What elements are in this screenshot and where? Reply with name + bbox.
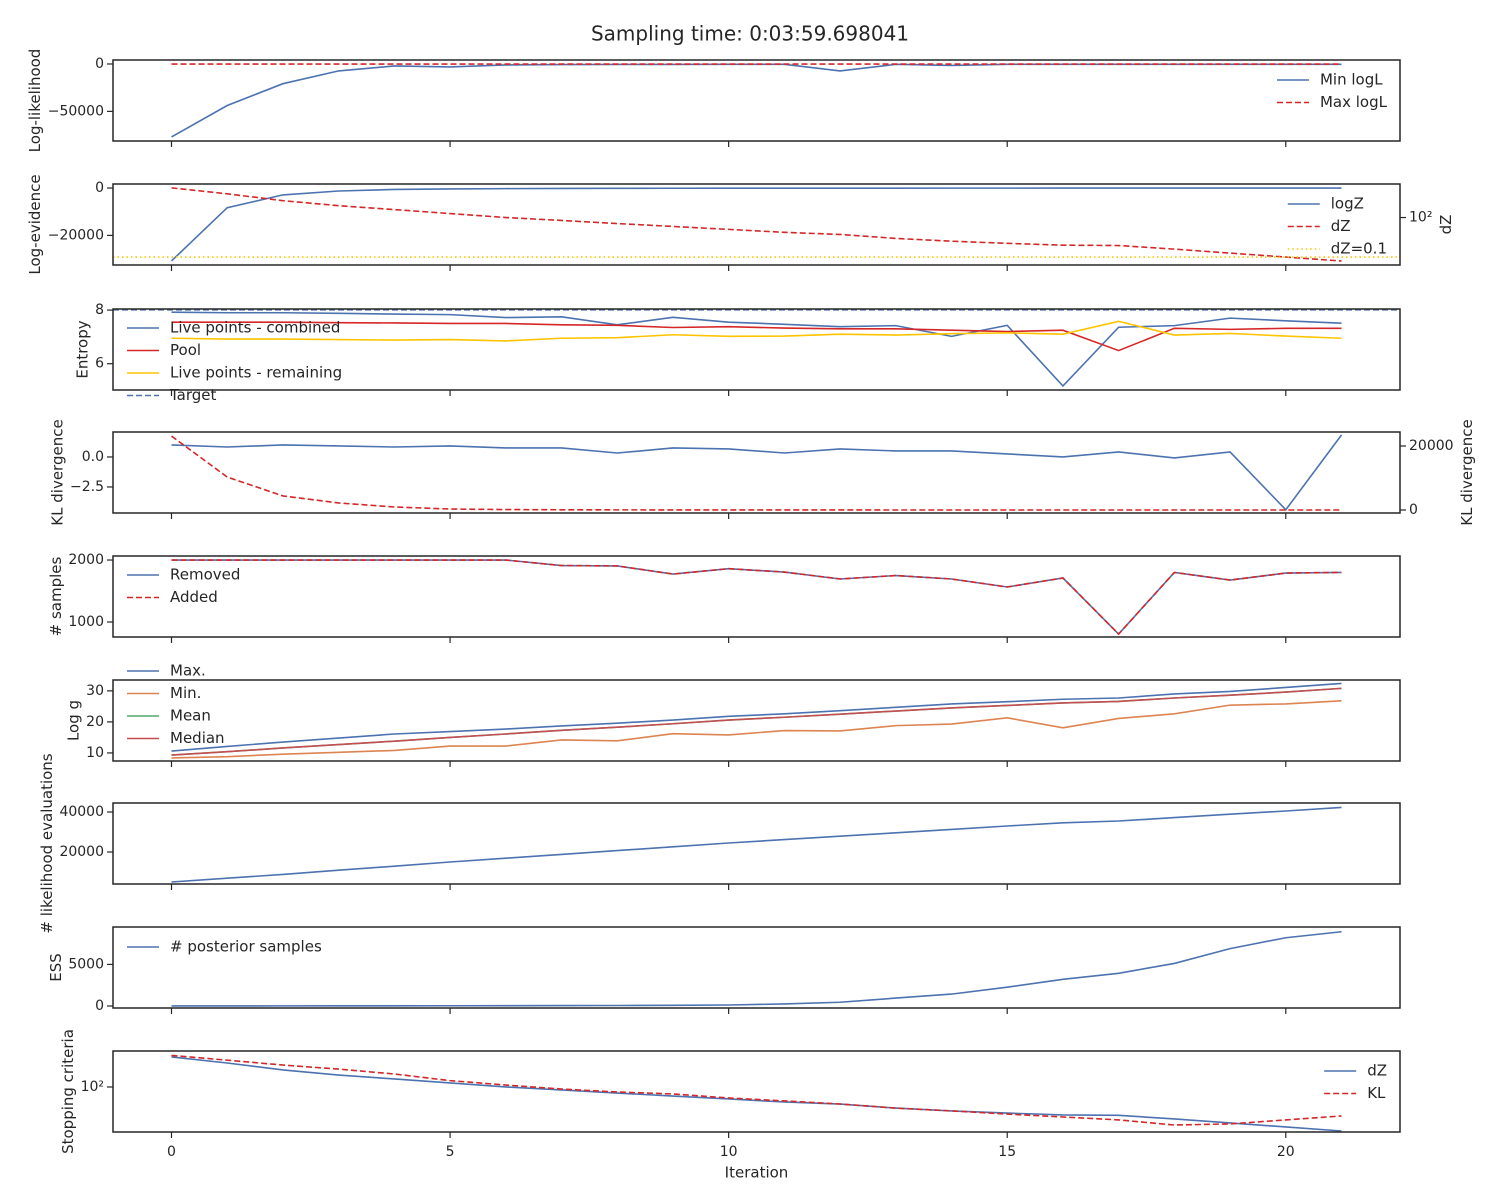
y-axis-label: Log g: [65, 700, 83, 741]
series-line: [171, 1056, 1342, 1132]
y-tick-label: 0: [95, 56, 104, 72]
y2-axis-label: KL divergence: [1458, 419, 1476, 525]
series-line: [171, 682, 1342, 752]
y-tick-label: 40000: [59, 804, 104, 820]
legend-label: Min logL: [1320, 71, 1383, 89]
series-line: [171, 930, 1342, 1007]
series-line: [170, 187, 1342, 262]
series-line: [171, 559, 1342, 636]
y-tick-label: 30: [86, 683, 104, 699]
y-tick-label: 10²: [81, 1079, 104, 1095]
legend-label: logZ: [1331, 195, 1364, 213]
legend-label: Min.: [170, 684, 201, 702]
x-tick-label: 20: [1277, 1144, 1295, 1160]
legend-label: Mean: [170, 707, 211, 725]
legend-label: Removed: [170, 566, 240, 584]
y-tick-label: 0: [95, 180, 104, 196]
legend-label: Live points - remaining: [170, 364, 342, 382]
legend-label: Max logL: [1320, 93, 1388, 111]
series-line: [171, 687, 1342, 756]
legend-label: Live points - combined: [170, 319, 340, 337]
series-line: [171, 321, 1342, 352]
series-line: [171, 311, 1342, 388]
y-tick-label: 2000: [68, 552, 104, 568]
y2-axis-label: dZ: [1437, 215, 1455, 235]
axes-frame: [112, 555, 1401, 638]
legend-label: dZ: [1331, 217, 1351, 235]
x-tick-label: 5: [446, 1144, 455, 1160]
series-line: [171, 806, 1342, 883]
y-tick-label: 5000: [68, 956, 104, 972]
y-tick-label: 1000: [68, 614, 104, 630]
axes-frame: [112, 59, 1401, 142]
figure-title: Sampling time: 0:03:59.698041: [591, 22, 909, 46]
legend-label: Pool: [170, 341, 201, 359]
series-line: [171, 63, 1342, 138]
y-axis-label: ESS: [47, 953, 65, 982]
y-axis-label: Stopping criteria: [59, 1029, 77, 1154]
series-line: [171, 434, 1343, 511]
legend-label: # posterior samples: [170, 938, 322, 956]
x-tick-label: 0: [167, 1144, 176, 1160]
legend-label: dZ=0.1: [1331, 240, 1387, 258]
y-tick-label: 8: [95, 302, 104, 318]
y-axis-label: Log-likelihood: [26, 49, 44, 153]
axes-frame: [112, 679, 1401, 762]
y-axis-label: Log-evidence: [26, 174, 44, 274]
y2-tick-label: 10²: [1409, 210, 1432, 226]
y-axis-label: # likelihood evaluations: [38, 753, 56, 933]
y-axis-label: # samples: [47, 556, 65, 636]
y-tick-label: 6: [95, 356, 104, 372]
axes-frame: [112, 1050, 1401, 1133]
y-tick-label: 20: [86, 714, 104, 730]
y-tick-label: 10: [86, 745, 104, 761]
y-tick-label: −2.5: [70, 479, 104, 495]
series-line: [171, 187, 1342, 262]
series-line: [171, 435, 1342, 511]
y-tick-label: −20000: [48, 227, 104, 243]
y-tick-label: 0: [95, 998, 104, 1014]
axes-frame: [112, 431, 1401, 514]
x-tick-label: 10: [720, 1144, 738, 1160]
legend-label: Max.: [170, 662, 206, 680]
y-tick-label: −50000: [48, 103, 104, 119]
series-line: [171, 1054, 1342, 1126]
series-line: [171, 699, 1342, 759]
axes-frame: [112, 802, 1401, 885]
y-axis-label: Entropy: [74, 320, 92, 378]
legend-label: Added: [170, 588, 218, 606]
axes-frame: [112, 308, 1401, 391]
x-axis-label: Iteration: [725, 1164, 789, 1182]
series-line: [171, 320, 1342, 342]
legend-label: dZ: [1367, 1062, 1387, 1080]
y2-tick-label: 0: [1409, 502, 1418, 518]
legend-label: Median: [170, 729, 225, 747]
axes-frame: [112, 926, 1401, 1009]
axes-frame: [112, 183, 1401, 266]
y2-tick-label: 20000: [1409, 438, 1454, 454]
y-tick-label: 0.0: [82, 449, 104, 465]
legend-label: KL: [1367, 1084, 1386, 1102]
x-tick-label: 15: [998, 1144, 1016, 1160]
legend-label: Target: [169, 386, 217, 404]
y-tick-label: 20000: [59, 844, 104, 860]
y-axis-label: KL divergence: [49, 419, 67, 525]
